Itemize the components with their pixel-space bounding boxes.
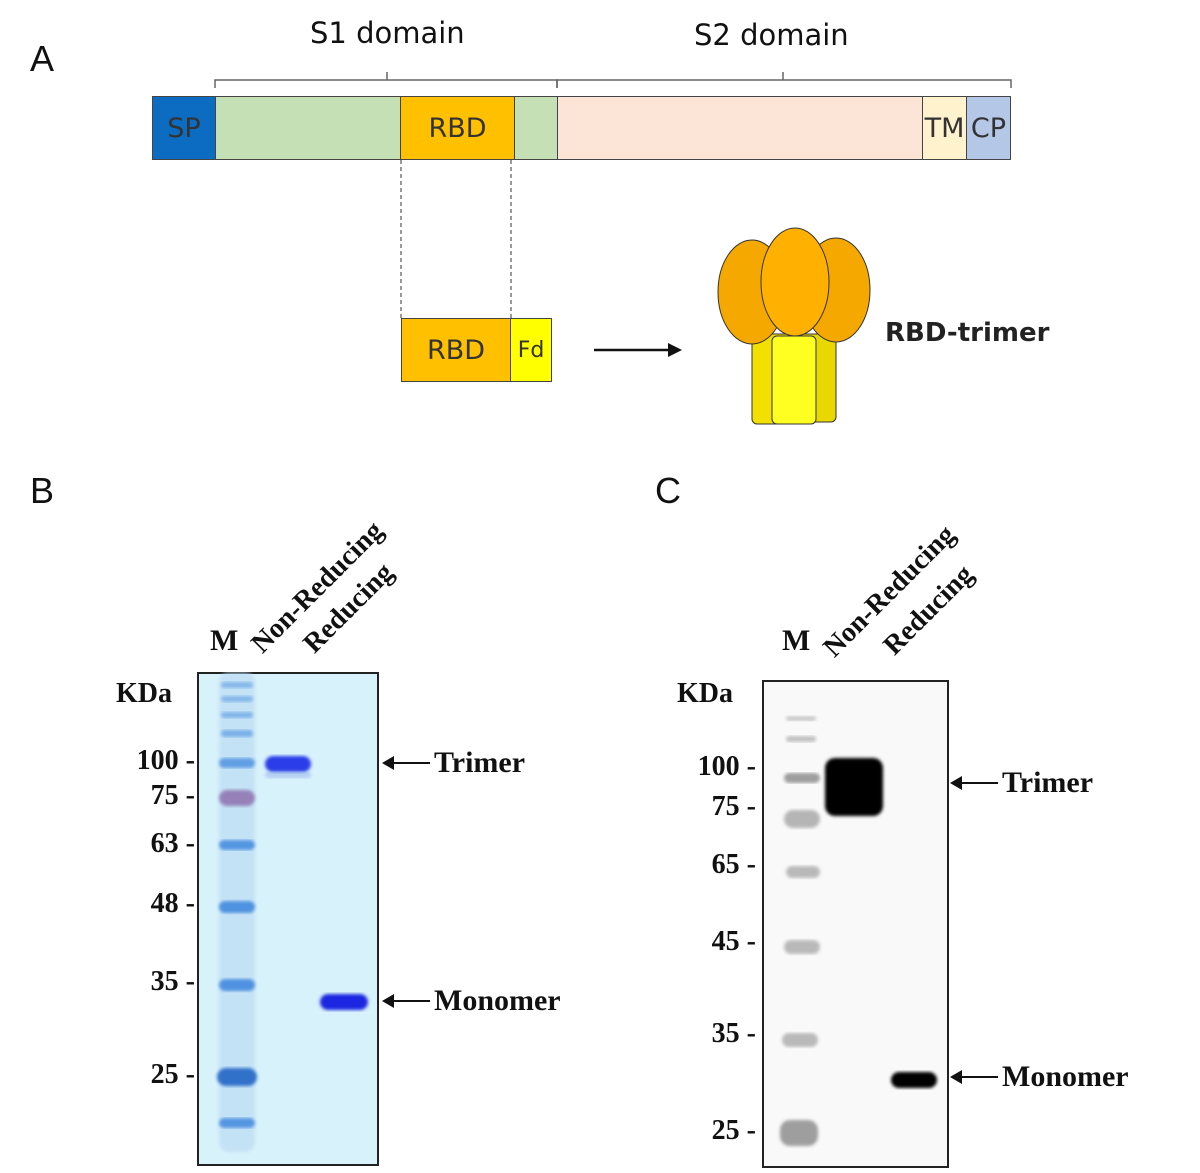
- segment-rbd: RBD: [400, 96, 515, 160]
- marker-label: 25 -: [711, 1115, 756, 1146]
- ladder-band: [219, 758, 255, 768]
- ladder-band: [221, 730, 253, 737]
- arrow-right-icon: [594, 343, 682, 357]
- rbd-ellipse: [760, 227, 830, 337]
- gel-c-marker-lane-label: M: [782, 624, 811, 657]
- trimer-band-smear: [265, 772, 311, 778]
- marker-label: 63 -: [150, 828, 195, 859]
- rbd-trimer-illustration: [717, 227, 871, 425]
- gel-b-marker-lane-label: M: [210, 624, 239, 657]
- gel-background: [762, 680, 949, 1168]
- s2-domain-label: S2 domain: [694, 18, 849, 52]
- panel-label-b: B: [30, 470, 55, 511]
- marker-label: 25 -: [150, 1059, 195, 1090]
- marker-label: 65 -: [711, 849, 756, 880]
- ladder-band: [784, 773, 820, 783]
- marker-label: 100 -: [136, 745, 195, 776]
- trimer-label: Trimer: [434, 746, 526, 779]
- arrow-left-icon: [382, 756, 430, 770]
- gel-b-monomer-annotation: Monomer: [382, 984, 561, 1018]
- schematic-lines: [214, 72, 1012, 425]
- ladder-band: [219, 979, 255, 991]
- ladder-band: [221, 682, 253, 688]
- segment-s2: [557, 96, 923, 160]
- trimer-band: [825, 758, 883, 816]
- monomer-label: Monomer: [434, 984, 561, 1017]
- segment-sp: SP: [152, 96, 216, 160]
- fd-cylinder: [771, 335, 817, 425]
- trimer-band: [265, 756, 311, 772]
- trimer-label: Trimer: [1002, 766, 1094, 799]
- ladder-band: [219, 840, 255, 850]
- marker-label: 100 -: [697, 751, 756, 782]
- ladder-band: [784, 810, 820, 828]
- construct-rbd: RBD: [401, 318, 511, 382]
- arrow-left-icon: [950, 776, 998, 790]
- ladder-band: [786, 736, 816, 742]
- ladder-band: [786, 716, 816, 721]
- ladder-band: [219, 901, 255, 913]
- segment-tm: TM: [922, 96, 967, 160]
- segment-s1: [215, 96, 401, 160]
- ladder-band: [786, 866, 820, 878]
- arrow-left-icon: [382, 994, 430, 1008]
- ladder-band: [219, 1118, 255, 1128]
- s1-domain-label: S1 domain: [310, 16, 465, 50]
- construct-fd: Fd: [510, 318, 552, 382]
- ladder-band: [217, 1068, 257, 1086]
- rbd-trimer-label: RBD-trimer: [885, 318, 1050, 348]
- ladder-band: [784, 940, 820, 954]
- gel-c-western-blot: [762, 680, 949, 1168]
- panel-label-c: C: [655, 470, 681, 511]
- gel-c-monomer-annotation: Monomer: [950, 1060, 1129, 1094]
- gel-b-coomassie: [197, 672, 379, 1166]
- ladder-band: [221, 712, 253, 718]
- marker-label: 35 -: [150, 966, 195, 997]
- segment-s1-end: [514, 96, 558, 160]
- gel-b-trimer-annotation: Trimer: [382, 746, 526, 780]
- panel-label-a: A: [30, 38, 55, 79]
- marker-label: 75 -: [711, 791, 756, 822]
- gel-c-trimer-annotation: Trimer: [950, 766, 1094, 800]
- s1-bracket: [214, 72, 558, 88]
- marker-label: 48 -: [150, 888, 195, 919]
- ladder-band: [782, 1033, 818, 1047]
- marker-label: 75 -: [150, 780, 195, 811]
- ladder-band: [221, 696, 253, 702]
- marker-label: 35 -: [711, 1018, 756, 1049]
- gel-b-unit: KDa: [116, 678, 172, 709]
- gel-c-unit: KDa: [677, 678, 733, 709]
- marker-label: 45 -: [711, 926, 756, 957]
- arrow-left-icon: [950, 1070, 998, 1084]
- monomer-label: Monomer: [1002, 1060, 1129, 1093]
- s2-bracket: [556, 72, 1012, 88]
- segment-cp: CP: [966, 96, 1011, 160]
- ladder-band: [780, 1120, 818, 1146]
- ladder-band: [219, 790, 255, 806]
- monomer-band: [320, 994, 368, 1010]
- monomer-band: [891, 1072, 937, 1088]
